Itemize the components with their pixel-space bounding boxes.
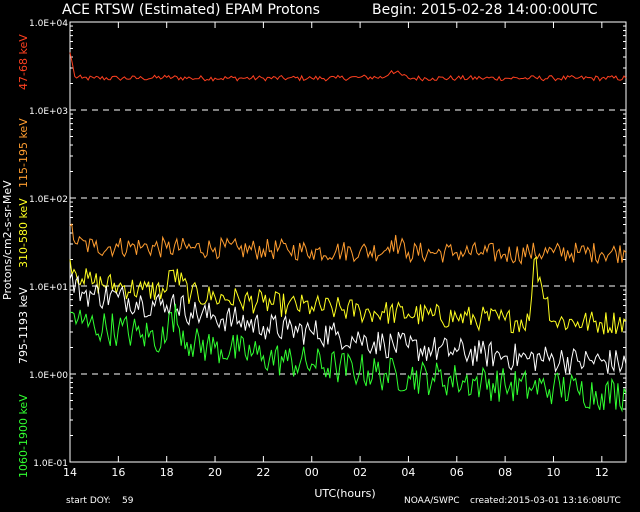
y-axis-label: Protons/cm2-s-sr-MeV [1,180,14,300]
y-tick-label: 1.0E+03 [29,107,68,117]
y-tick-label: 1.0E+00 [29,371,68,381]
start-doy-label: start DOY: [66,496,111,506]
plot-frame [69,21,627,463]
x-tick-label: 22 [256,466,270,479]
x-axis-label: UTC(hours) [314,487,375,500]
y-tick-label: 1.0E-01 [33,459,68,469]
y-tick-label: 1.0E+02 [29,195,68,205]
y-axis: 1.0E-01 1.0E+00 1.0E+01 1.0E+02 1.0E+03 1.0E+… [29,19,626,469]
x-tick-label: 08 [498,466,512,479]
series-line-115-195-keV [69,223,627,265]
series-label-47-68: 47-68 keV [17,34,30,90]
x-tick-label: 14 [63,466,77,479]
series-label-795-1193: 795-1193 keV [17,287,30,364]
series-label-1060-1900: 1060-1900 keV [17,394,30,478]
x-tick-label: 20 [208,466,222,479]
x-tick-label: 00 [305,466,319,479]
x-tick-label: 02 [353,466,367,479]
x-tick-label: 12 [595,466,609,479]
x-tick-label: 10 [546,466,560,479]
source-label: NOAA/SWPC [404,496,460,506]
series-lines [69,52,627,413]
x-tick-label: 18 [160,466,174,479]
y-tick-label: 1.0E+04 [29,19,68,29]
y-tick-label: 1.0E+01 [29,283,68,293]
series-line-1060-1900-keV [69,303,627,413]
x-tick-label: 16 [111,466,125,479]
created-label: created:2015-03-01 13:16:08UTC [470,496,621,506]
series-line-310-580-keV [69,255,627,335]
series-line-47-68-keV [69,52,627,82]
x-axis: 14161820220002040608101214 [63,22,609,479]
begin-time: Begin: 2015-02-28 14:00:00UTC [372,2,598,18]
x-tick-label: 06 [450,466,464,479]
chart-title: ACE RTSW (Estimated) EPAM Protons [62,2,320,18]
series-label-310-580: 310-580 keV [17,198,30,268]
series-label-115-195: 115-195 keV [17,118,30,188]
grid-lines [70,109,626,375]
start-doy: 59 [122,496,134,506]
x-tick-label: 04 [401,466,415,479]
series-line-795-1193-keV [69,273,627,375]
